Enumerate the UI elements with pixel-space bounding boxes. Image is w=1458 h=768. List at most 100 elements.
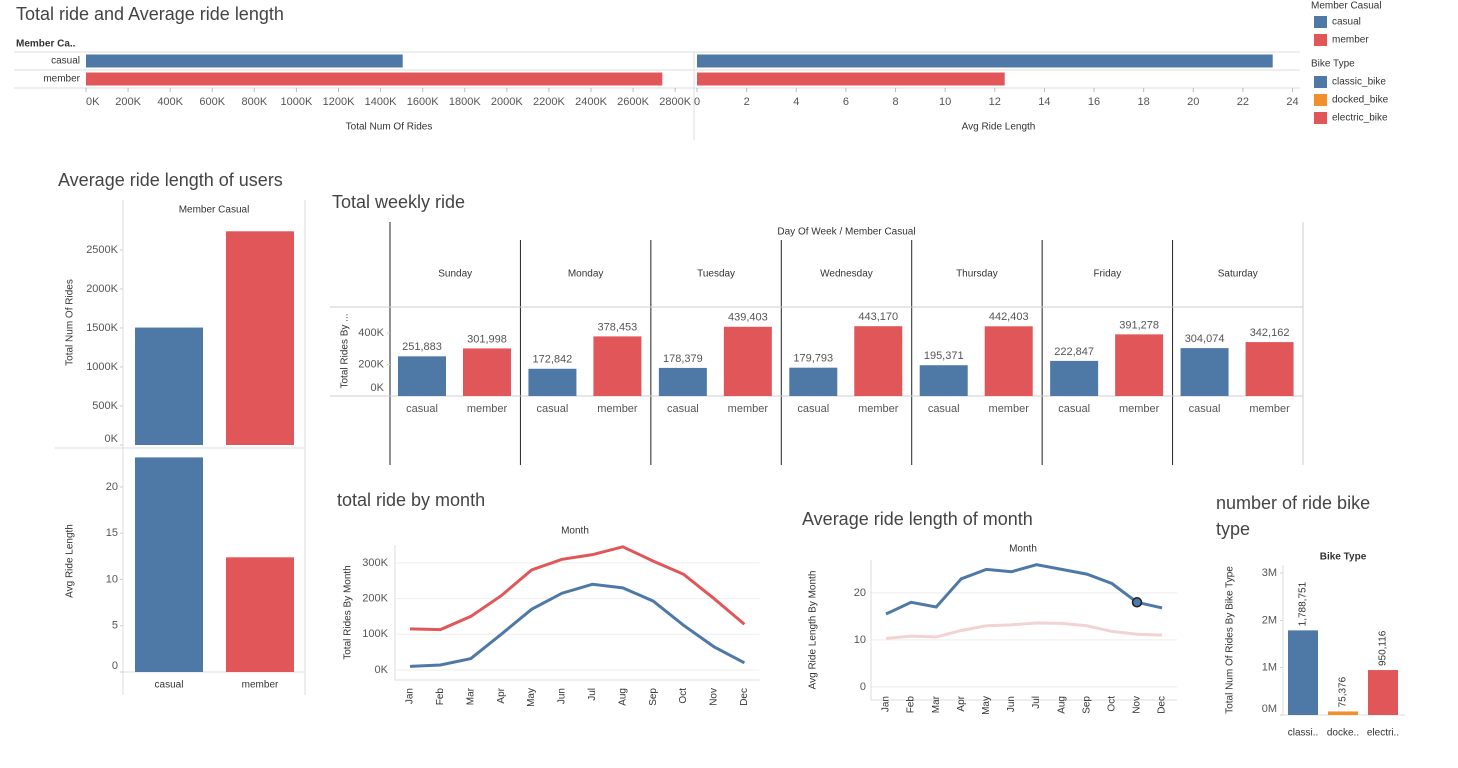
x-tick-label: 1600K xyxy=(407,96,439,108)
y-tick-label: 3M xyxy=(1262,567,1277,579)
column-header: Member Casual xyxy=(179,205,250,216)
data-label: 178,379 xyxy=(663,353,703,365)
y-tick-label: 0K xyxy=(375,664,389,676)
chart-title: Total weekly ride xyxy=(332,192,465,212)
x-tick-label: 18 xyxy=(1138,96,1150,108)
y-tick-label: 0K xyxy=(105,433,119,445)
data-label: 439,403 xyxy=(728,312,768,324)
x-tick-label: casual xyxy=(1058,403,1090,415)
x-tick-label: 2 xyxy=(744,96,750,108)
y-tick-label: 2500K xyxy=(86,244,118,256)
bar xyxy=(463,348,511,396)
y-tick-label: 5 xyxy=(112,620,118,632)
bar xyxy=(226,557,294,672)
x-tick-label: May xyxy=(981,696,992,715)
x-tick-label: 0K xyxy=(86,96,100,108)
x-tick-label: Jun xyxy=(1006,696,1017,712)
data-label: 950,116 xyxy=(1378,630,1389,666)
day-label: Saturday xyxy=(1218,269,1258,280)
bar xyxy=(135,327,203,445)
y-tick-label: 0M xyxy=(1262,703,1277,715)
x-tick-label: Aug xyxy=(617,688,628,706)
row-label: casual xyxy=(51,56,80,67)
x-tick-label: Apr xyxy=(956,695,967,711)
line-series xyxy=(409,582,746,668)
axis-label: Avg Ride Length xyxy=(65,524,76,598)
bar xyxy=(984,326,1033,396)
bar xyxy=(789,367,838,396)
chart-title: total ride by month xyxy=(337,490,485,510)
x-tick-label: 2600K xyxy=(617,96,649,108)
x-tick-label: 1800K xyxy=(449,96,481,108)
x-tick-label: 14 xyxy=(1038,96,1050,108)
data-label: 1,788,751 xyxy=(1298,581,1309,626)
y-tick-label: 0 xyxy=(860,681,866,693)
x-tick-label: 6 xyxy=(843,96,849,108)
x-tick-label: Nov xyxy=(1132,696,1143,714)
x-tick-label: member xyxy=(242,680,279,691)
axis-label: Total Num Of Rides xyxy=(65,279,76,366)
x-tick-label: Aug xyxy=(1056,696,1067,714)
x-tick-label: 2400K xyxy=(575,96,607,108)
x-tick-label: 2000K xyxy=(491,96,523,108)
y-tick-label: 10 xyxy=(854,634,866,646)
legend-label: electric_bike xyxy=(1332,113,1388,124)
x-tick-label: Feb xyxy=(435,688,446,706)
bar xyxy=(528,368,577,396)
x-tick-label: Jul xyxy=(1031,696,1042,709)
axis-label: Avg Ride Length xyxy=(962,122,1036,133)
legend-label: docked_bike xyxy=(1332,95,1389,106)
x-tick-label: 2800K xyxy=(659,96,691,108)
y-tick-label: 15 xyxy=(106,527,118,539)
x-tick-label: 10 xyxy=(939,96,951,108)
x-tick-label: member xyxy=(858,403,899,415)
x-tick-label: 0 xyxy=(694,96,700,108)
bar xyxy=(226,231,294,445)
x-tick-label: Sep xyxy=(648,688,659,706)
x-tick-label: Oct xyxy=(1107,696,1118,712)
data-label: 378,453 xyxy=(598,321,638,333)
bar xyxy=(919,365,968,396)
chart-title: number of ride bike type xyxy=(1216,493,1371,539)
day-label: Tuesday xyxy=(697,269,735,280)
data-label: 222,847 xyxy=(1054,346,1094,358)
axis-label: Total Rides By ... xyxy=(340,313,351,388)
data-label: 301,998 xyxy=(467,333,507,345)
x-tick-label: Jun xyxy=(557,688,568,704)
bar xyxy=(1180,348,1229,396)
x-tick-label: member xyxy=(728,403,769,415)
row-header: Member Ca.. xyxy=(16,39,76,50)
y-tick-label: 2M xyxy=(1262,614,1277,626)
y-tick-label: 200K xyxy=(362,592,388,604)
x-tick-label: 800K xyxy=(241,96,267,108)
x-tick-label: 400K xyxy=(157,96,183,108)
x-tick-label: 4 xyxy=(793,96,799,108)
x-tick-label: casual xyxy=(667,403,699,415)
x-tick-label: member xyxy=(989,403,1030,415)
x-tick-label: Apr xyxy=(496,687,507,703)
bar xyxy=(593,336,642,396)
x-tick-label: casual xyxy=(406,403,438,415)
data-label: 251,883 xyxy=(402,341,442,353)
bar xyxy=(697,54,1273,68)
x-tick-label: 1200K xyxy=(323,96,355,108)
axis-label: Total Num Of Rides xyxy=(346,122,433,133)
chart-title: Average ride length of month xyxy=(802,509,1033,529)
day-label: Wednesday xyxy=(820,269,873,280)
bar xyxy=(723,326,772,396)
x-tick-label: Nov xyxy=(709,688,720,706)
bar xyxy=(398,356,446,396)
x-tick-label: Jan xyxy=(881,696,892,712)
y-tick-label: 20 xyxy=(106,481,118,493)
x-tick-label: member xyxy=(1119,403,1160,415)
x-tick-label: 600K xyxy=(199,96,225,108)
y-tick-label: 0K xyxy=(371,382,385,394)
x-tick-label: Dec xyxy=(739,688,750,706)
y-tick-label: 0 xyxy=(112,660,118,672)
x-tick-label: Mar xyxy=(931,695,942,713)
x-tick-label: classi.. xyxy=(1288,728,1319,739)
x-tick-label: 8 xyxy=(892,96,898,108)
legend-swatch xyxy=(1314,34,1327,46)
x-tick-label: casual xyxy=(155,680,184,691)
x-tick-label: casual xyxy=(537,403,569,415)
